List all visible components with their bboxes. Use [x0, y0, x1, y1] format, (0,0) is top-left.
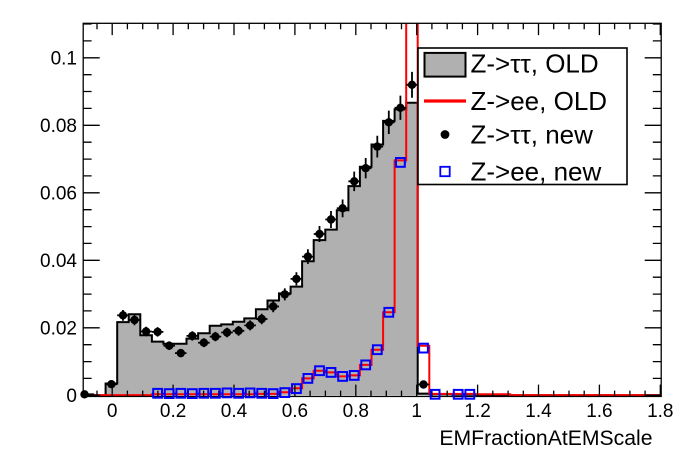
svg-text:Z->ee, new: Z->ee, new	[471, 157, 602, 187]
svg-text:0.2: 0.2	[160, 401, 186, 422]
svg-text:0.08: 0.08	[40, 116, 77, 137]
svg-text:Z->ττ, OLD: Z->ττ, OLD	[471, 49, 599, 79]
svg-text:1.2: 1.2	[464, 401, 490, 422]
svg-text:Z->ττ, new: Z->ττ, new	[471, 120, 594, 150]
svg-text:1.4: 1.4	[525, 401, 552, 422]
svg-text:0: 0	[107, 401, 118, 422]
svg-text:0.6: 0.6	[282, 401, 308, 422]
svg-text:0.06: 0.06	[40, 183, 77, 204]
svg-text:1: 1	[411, 401, 422, 422]
svg-text:0.02: 0.02	[40, 318, 77, 339]
svg-text:0.4: 0.4	[221, 401, 248, 422]
svg-text:0.8: 0.8	[343, 401, 369, 422]
svg-text:0: 0	[66, 386, 77, 407]
svg-text:0.1: 0.1	[51, 48, 77, 69]
svg-text:0.04: 0.04	[40, 251, 77, 272]
svg-text:Z->ee, OLD: Z->ee, OLD	[471, 86, 608, 116]
svg-text:EMFractionAtEMScale: EMFractionAtEMScale	[439, 427, 652, 450]
svg-text:1.8: 1.8	[647, 401, 673, 422]
svg-text:1.6: 1.6	[586, 401, 612, 422]
